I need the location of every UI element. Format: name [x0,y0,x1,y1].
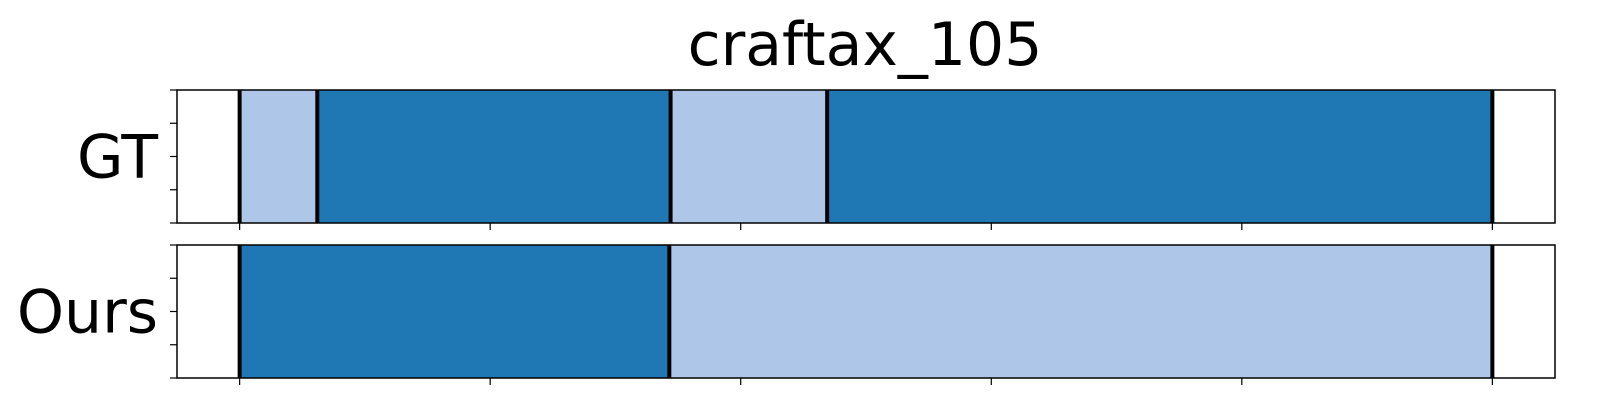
row-ours: Ours [17,244,1556,385]
segment-dark [239,245,670,378]
segment-light [239,90,318,223]
segment-dark [317,90,671,223]
chart-title: craftax_105 [688,10,1043,80]
row-gt: GT [77,89,1556,230]
segment-light [669,245,1493,378]
segment-dark [827,90,1493,223]
row-label: GT [77,123,158,193]
row-label: Ours [17,278,158,348]
segment-light [670,90,828,223]
rows-layer: GT Ours [17,89,1556,385]
